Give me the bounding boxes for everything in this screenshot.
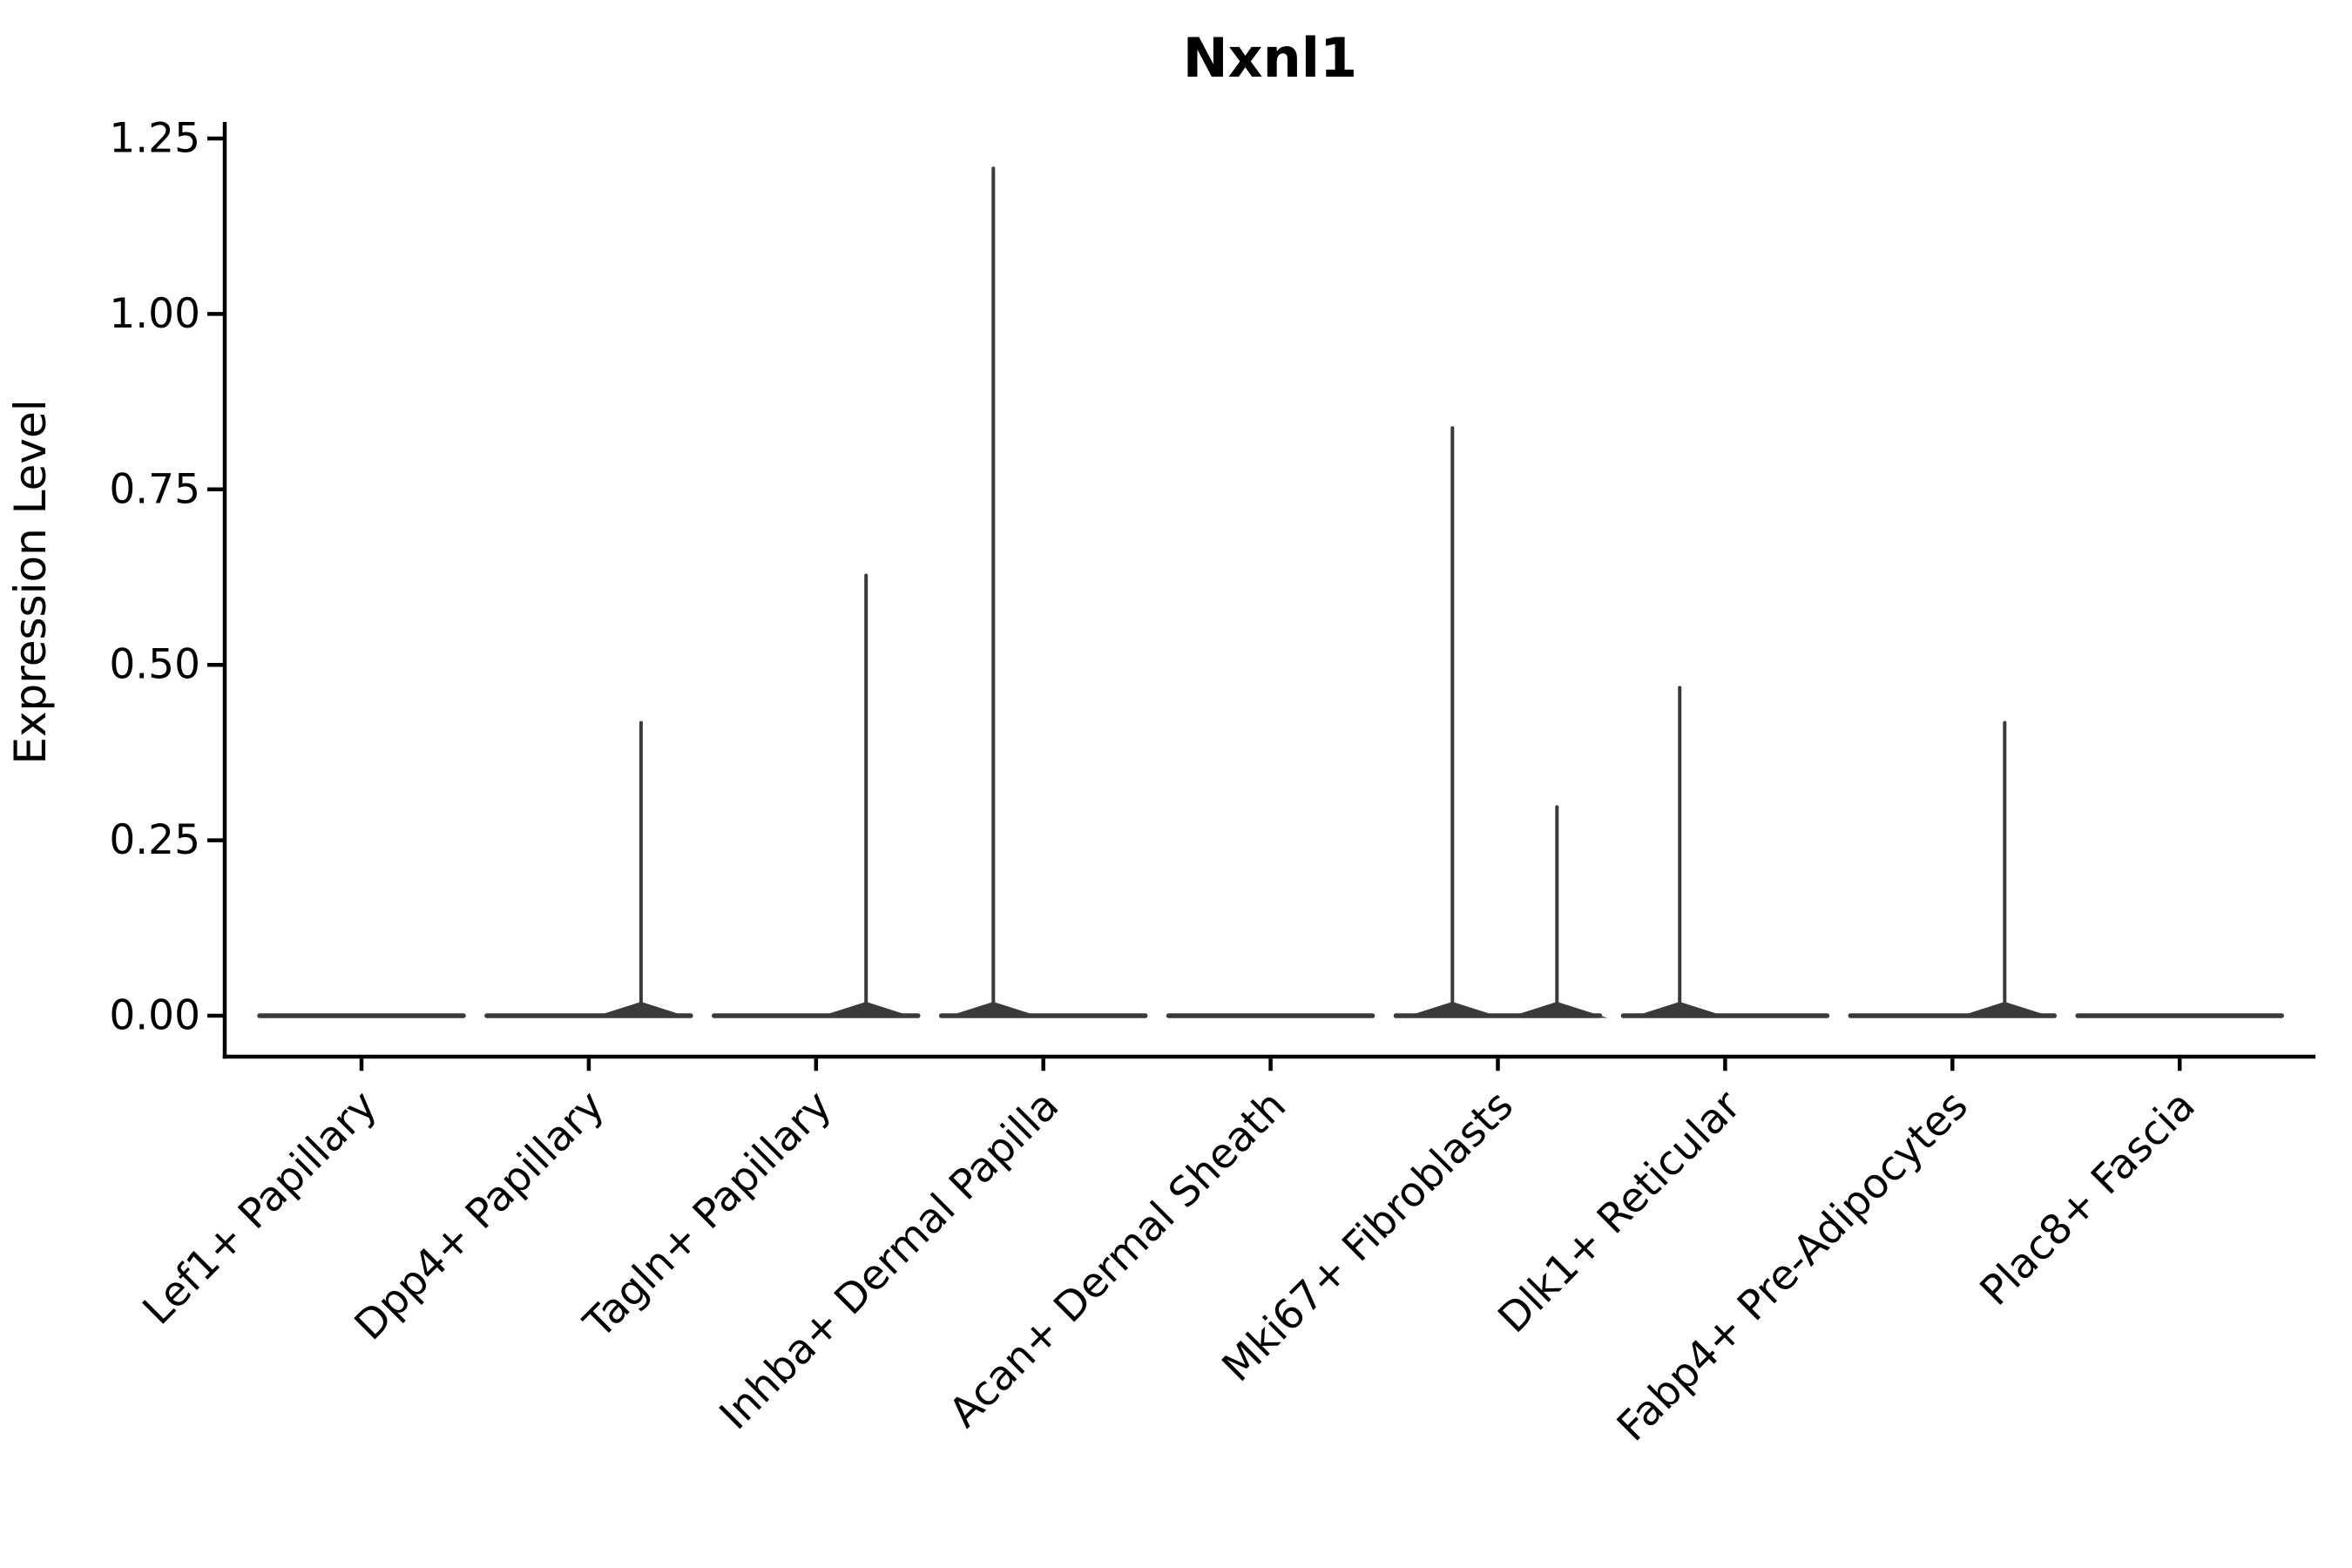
y-tick-label: 0.00 (109, 992, 200, 1040)
x-tick-label: Tagln+ Papillary (574, 1082, 841, 1348)
violin-inhba-dermal-papilla (938, 166, 1148, 1018)
y-tick-label: 1.25 (109, 115, 200, 163)
violin-tagln-papillary (712, 573, 921, 1018)
y-axis-ticks: 0.00 0.25 0.50 0.75 1.00 1.25 (109, 115, 225, 1040)
violin-dpp4-papillary (484, 720, 693, 1018)
violins (257, 166, 2284, 1018)
axes (222, 122, 2315, 1059)
x-tick-label: Plac8+ Fascia (1971, 1082, 2205, 1315)
y-tick-label: 0.50 (109, 641, 200, 689)
x-tick-label: Lef1+ Papillary (134, 1082, 387, 1335)
x-tick-label: Dlk1+ Reticular (1489, 1081, 1750, 1342)
y-tick-label: 1.00 (109, 290, 200, 338)
violin-dlk1-reticular (1620, 686, 1830, 1018)
x-tick-label: Dpp4+ Papillary (346, 1082, 614, 1350)
y-tick-label: 0.25 (109, 816, 200, 864)
chart-title: Nxnl1 (1183, 26, 1357, 90)
violin-fabp4-pre-adipocytes (1848, 720, 2058, 1018)
violin-mki67-fibroblasts (1393, 426, 1608, 1018)
x-axis-ticks (359, 1058, 2182, 1071)
y-axis-label: Expression Level (5, 399, 56, 764)
y-tick-label: 0.75 (109, 465, 200, 513)
